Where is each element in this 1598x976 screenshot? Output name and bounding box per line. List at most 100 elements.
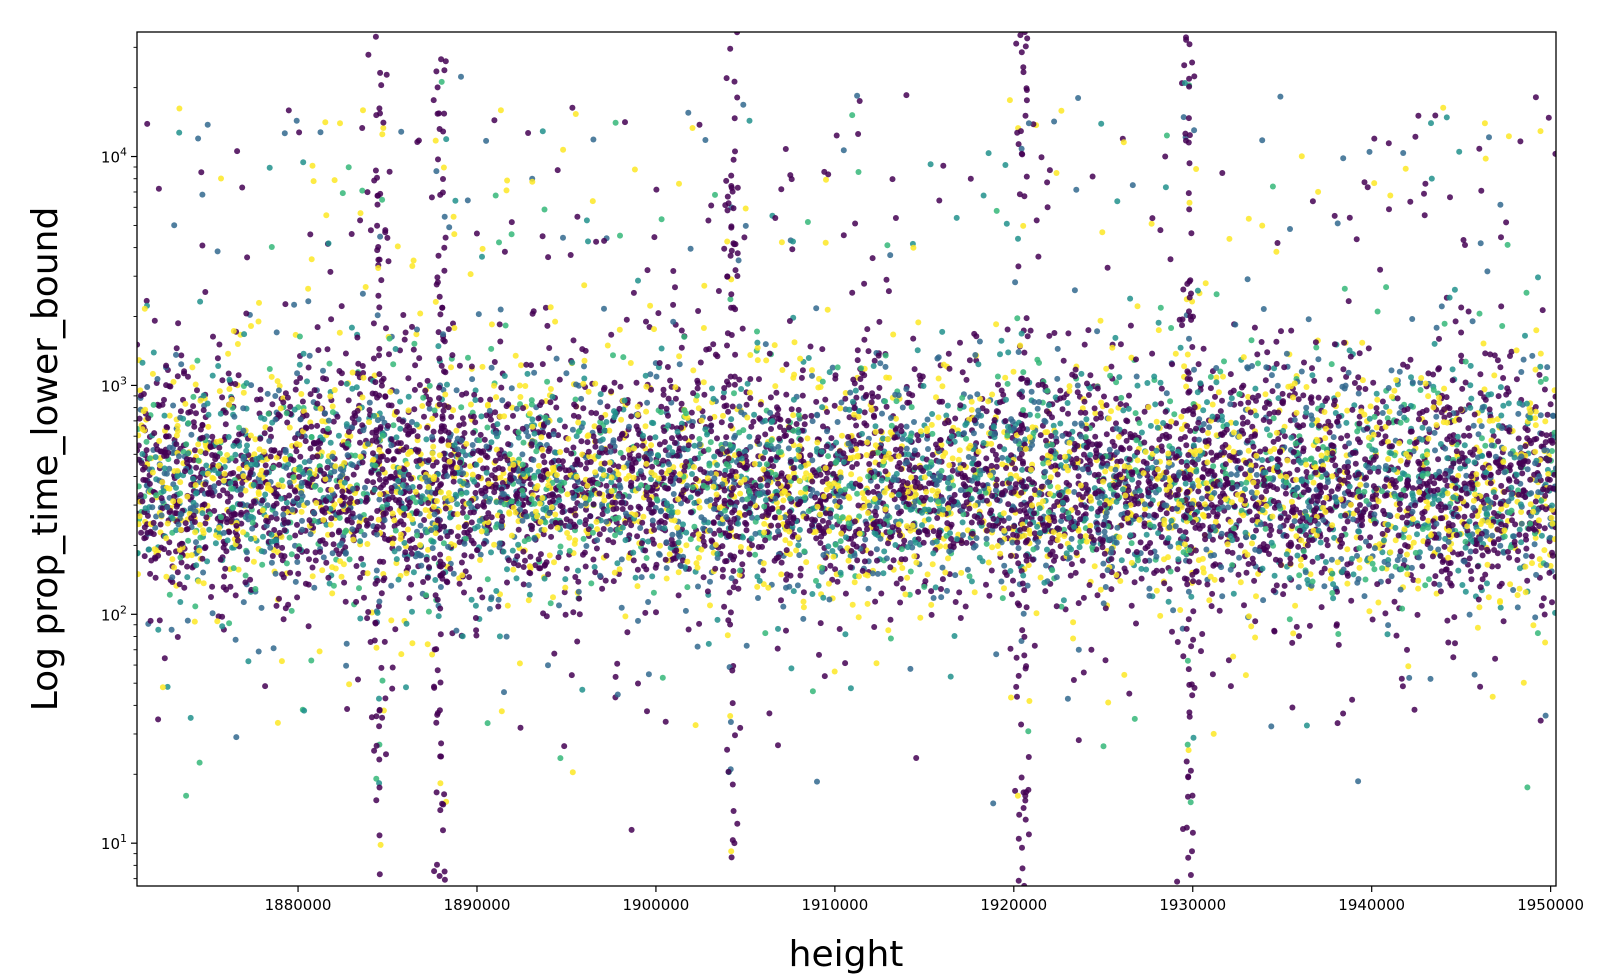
data-point: [1001, 562, 1008, 569]
data-point: [539, 495, 546, 501]
data-point: [649, 573, 656, 580]
data-point: [199, 242, 206, 249]
data-point: [1254, 513, 1260, 520]
data-point: [323, 376, 330, 383]
data-point: [1356, 350, 1363, 357]
data-point: [514, 553, 521, 560]
data-point: [790, 588, 797, 595]
data-point: [786, 540, 793, 547]
data-point: [783, 391, 790, 398]
data-point: [1410, 485, 1416, 492]
data-point: [1367, 468, 1374, 475]
data-point: [876, 318, 883, 325]
data-point: [714, 616, 721, 623]
data-point: [1132, 410, 1139, 417]
data-point: [344, 516, 351, 523]
data-point: [1050, 422, 1057, 429]
data-point: [240, 529, 247, 536]
data-point: [161, 655, 168, 662]
data-point: [1026, 698, 1033, 704]
data-point: [334, 413, 341, 420]
data-point: [915, 588, 922, 595]
data-point: [1320, 500, 1327, 506]
data-point: [765, 489, 771, 496]
data-point: [951, 491, 958, 498]
data-point: [803, 559, 810, 566]
data-point: [889, 176, 896, 183]
data-point: [1441, 320, 1448, 327]
data-point: [486, 407, 493, 414]
data-point: [314, 324, 321, 331]
data-point: [1535, 274, 1541, 281]
data-point: [1054, 345, 1061, 352]
data-point: [799, 367, 806, 374]
data-point: [491, 117, 498, 124]
data-point: [1369, 616, 1376, 623]
data-point: [800, 589, 807, 596]
data-point: [643, 555, 650, 561]
data-point: [863, 452, 870, 458]
data-point: [1367, 534, 1374, 541]
data-point: [315, 347, 322, 354]
data-point: [570, 412, 577, 419]
data-point: [1174, 566, 1181, 573]
data-point: [658, 409, 664, 416]
data-point: [1446, 433, 1453, 440]
data-point: [373, 644, 380, 651]
data-point: [388, 442, 395, 449]
data-point: [506, 451, 513, 458]
data-point: [1331, 212, 1338, 219]
data-point: [749, 514, 756, 521]
data-point: [166, 591, 173, 598]
data-point: [1416, 478, 1423, 485]
data-point: [503, 187, 510, 194]
data-point: [1449, 366, 1456, 373]
data-point: [1374, 581, 1381, 588]
data-point: [510, 566, 517, 573]
data-point: [855, 131, 862, 137]
data-point: [395, 545, 402, 552]
data-point: [570, 444, 577, 451]
data-point: [899, 404, 906, 411]
data-point: [541, 459, 548, 466]
data-point: [1322, 484, 1329, 491]
data-point: [327, 439, 334, 446]
data-point: [419, 403, 426, 409]
data-point: [617, 383, 624, 390]
data-point: [1213, 374, 1220, 381]
data-point: [1025, 562, 1032, 569]
data-point: [694, 377, 701, 384]
data-point: [542, 304, 549, 311]
data-point: [143, 438, 150, 445]
data-point: [317, 487, 324, 493]
data-point: [1153, 587, 1160, 594]
data-point: [1034, 356, 1041, 363]
data-point: [563, 370, 570, 377]
data-point: [970, 455, 977, 462]
data-point: [1028, 495, 1035, 502]
data-point: [1191, 511, 1198, 518]
data-point: [389, 664, 396, 671]
data-point: [1334, 720, 1341, 727]
data-point: [1304, 542, 1311, 549]
data-point: [400, 312, 407, 318]
data-point: [1398, 675, 1405, 682]
data-point: [702, 137, 709, 143]
data-point: [1092, 410, 1099, 417]
data-point: [479, 245, 486, 252]
data-point: [675, 569, 682, 576]
data-point: [593, 410, 600, 417]
data-point: [1426, 576, 1432, 583]
data-point: [1154, 466, 1161, 473]
data-point: [1303, 532, 1309, 538]
data-point: [651, 472, 658, 479]
data-point: [871, 624, 878, 630]
data-point: [1163, 469, 1170, 476]
data-point: [1435, 366, 1442, 373]
data-point: [414, 326, 420, 333]
data-point: [432, 137, 439, 144]
data-point: [784, 523, 790, 530]
data-point: [450, 407, 457, 414]
data-point: [459, 448, 466, 455]
data-point: [257, 386, 264, 393]
